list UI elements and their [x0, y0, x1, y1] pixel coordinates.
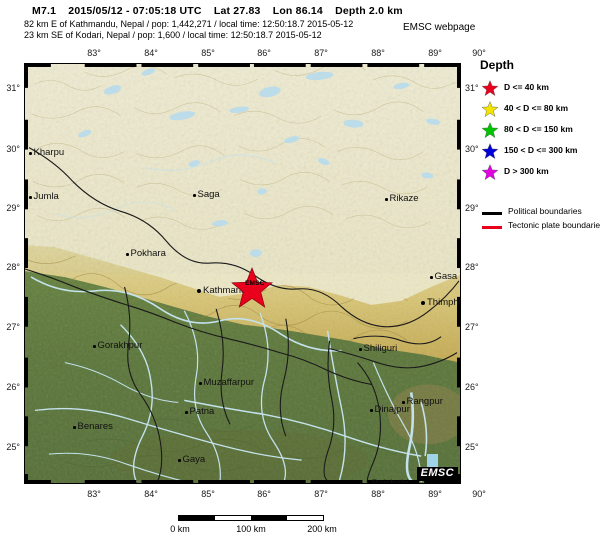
map-scale-bar: 0 km 100 km 200 km — [170, 515, 337, 535]
plateau-lakes — [78, 68, 441, 258]
epicentre-star-marker[interactable]: EMSC — [231, 267, 273, 309]
legend-depth-label: D > 300 km — [504, 166, 549, 176]
latitude-tick-label-left: 29° — [6, 203, 20, 213]
longitude-tick-label-top: 90° — [472, 48, 486, 58]
legend-depth-label: 80 < D <= 150 km — [504, 124, 573, 134]
scale-seg-2 — [215, 516, 251, 520]
longitude-tick-label-bottom: 83° — [87, 489, 101, 499]
boundary-legend: Political boundaries Tectonic plate bound… — [478, 206, 600, 234]
epicentre-watermark-label: EMSC — [245, 280, 265, 287]
event-summary-line: M7.1 2015/05/12 - 07:05:18 UTC Lat 27.83… — [32, 5, 412, 17]
legend-depth-row: 80 < D <= 150 km — [478, 121, 600, 142]
latitude-tick-label-left: 26° — [6, 382, 20, 392]
longitude-tick-label-top: 83° — [87, 48, 101, 58]
legend-boundary-label: Tectonic plate boundaries — [508, 220, 600, 230]
legend-depth-label: D <= 40 km — [504, 82, 549, 92]
scale-bar-label: 100 km — [236, 524, 266, 534]
event-datetime: 2015/05/12 - 07:05:18 UTC — [68, 5, 202, 17]
latitude-tick-label-left: 30° — [6, 144, 20, 154]
map-frame[interactable]: Kharpu Jumla Saga Rikaze Pokhara Kathmandu Gas… — [24, 63, 461, 484]
longitude-tick-label-top: 85° — [201, 48, 215, 58]
scale-seg-4 — [287, 516, 323, 520]
emsc-watermark: EMSC — [416, 467, 458, 481]
legend-boundary-row: Tectonic plate boundaries — [478, 220, 600, 234]
latitude-tick-label-right: 29° — [465, 203, 479, 213]
latitude-tick-label-right: 31° — [465, 83, 479, 93]
latitude-tick-label-left: 25° — [6, 442, 20, 452]
legend-depth-label: 150 < D <= 300 km — [504, 145, 578, 155]
latitude-tick-label-right: 25° — [465, 442, 479, 452]
event-longitude: Lon 86.14 — [272, 5, 323, 17]
plain-texture-lines — [64, 418, 398, 472]
event-depth: Depth 2.0 km — [335, 5, 403, 17]
political-boundaries — [25, 147, 460, 483]
scale-bar-label: 200 km — [307, 524, 337, 534]
emsc-webpage-link[interactable]: EMSC webpage — [403, 22, 476, 33]
longitude-tick-label-bottom: 85° — [201, 489, 215, 499]
latitude-tick-label-right: 26° — [465, 382, 479, 392]
scale-seg-3 — [251, 516, 287, 520]
longitude-tick-label-top: 87° — [314, 48, 328, 58]
depth-legend: Depth D <= 40 km 40 < D <= 80 km 80 < D <=… — [478, 58, 600, 184]
scale-seg-1 — [179, 516, 215, 520]
longitude-tick-label-top: 86° — [257, 48, 271, 58]
plateau-ridge-lines — [30, 64, 456, 230]
boundary-line-swatch — [482, 212, 502, 215]
legend-boundary-row: Political boundaries — [478, 206, 600, 220]
scale-bar-label: 0 km — [170, 524, 190, 534]
city-dot-icon — [367, 483, 370, 484]
longitude-tick-label-top: 88° — [371, 48, 385, 58]
longitude-tick-label-bottom: 89° — [428, 489, 442, 499]
star-icon — [482, 164, 498, 180]
legend-title: Depth — [480, 58, 514, 72]
nearest-city-line-1: 82 km E of Kathmandu, Nepal / pop: 1,442… — [24, 19, 354, 29]
legend-depth-label: 40 < D <= 80 km — [504, 103, 569, 113]
longitude-tick-label-bottom: 84° — [144, 489, 158, 499]
legend-rows: D <= 40 km 40 < D <= 80 km 80 < D <= 150 k… — [478, 79, 600, 184]
longitude-tick-label-bottom: 87° — [314, 489, 328, 499]
latitude-tick-label-right: 30° — [465, 144, 479, 154]
legend-boundary-label: Political boundaries — [508, 206, 582, 216]
star-icon — [482, 122, 498, 138]
legend-depth-row: 40 < D <= 80 km — [478, 100, 600, 121]
latitude-tick-label-left: 31° — [6, 83, 20, 93]
emsc-flag-icon — [427, 454, 438, 472]
longitude-tick-label-bottom: 88° — [371, 489, 385, 499]
legend-depth-row: 150 < D <= 300 km — [478, 142, 600, 163]
header-info-panel: M7.1 2015/05/12 - 07:05:18 UTC Lat 27.83… — [0, 0, 600, 46]
event-magnitude: M7.1 — [32, 5, 57, 17]
legend-depth-row: D <= 40 km — [478, 79, 600, 100]
legend-depth-row: D > 300 km — [478, 163, 600, 184]
longitude-tick-label-bottom: 86° — [257, 489, 271, 499]
latitude-tick-label-left: 27° — [6, 322, 20, 332]
longitude-tick-label-top: 89° — [428, 48, 442, 58]
boundary-line-swatch — [482, 226, 502, 229]
latitude-tick-label-left: 28° — [6, 262, 20, 272]
star-icon — [482, 101, 498, 117]
star-icon — [482, 80, 498, 96]
nearest-city-line-2: 23 km SE of Kodari, Nepal / pop: 1,600 /… — [24, 30, 322, 40]
scale-bar-graphic — [178, 515, 324, 521]
star-icon — [231, 267, 273, 308]
event-latitude: Lat 27.83 — [213, 5, 261, 17]
longitude-tick-label-bottom: 90° — [472, 489, 486, 499]
map-container[interactable]: Kharpu Jumla Saga Rikaze Pokhara Kathmandu Gas… — [24, 63, 461, 484]
latitude-tick-label-right: 28° — [465, 262, 479, 272]
longitude-tick-label-top: 84° — [144, 48, 158, 58]
frame-tick-marks — [25, 64, 460, 483]
star-icon — [482, 143, 498, 159]
latitude-tick-label-right: 27° — [465, 322, 479, 332]
river-network — [30, 154, 428, 483]
